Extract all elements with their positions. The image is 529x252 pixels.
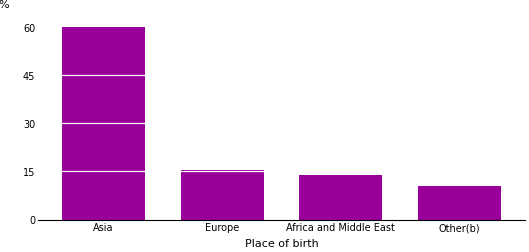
Bar	[180, 171, 263, 220]
Bar	[299, 175, 382, 220]
Y-axis label: %: %	[0, 0, 10, 10]
Bar	[418, 186, 501, 220]
X-axis label: Place of birth: Place of birth	[244, 238, 318, 248]
Bar	[62, 27, 145, 220]
